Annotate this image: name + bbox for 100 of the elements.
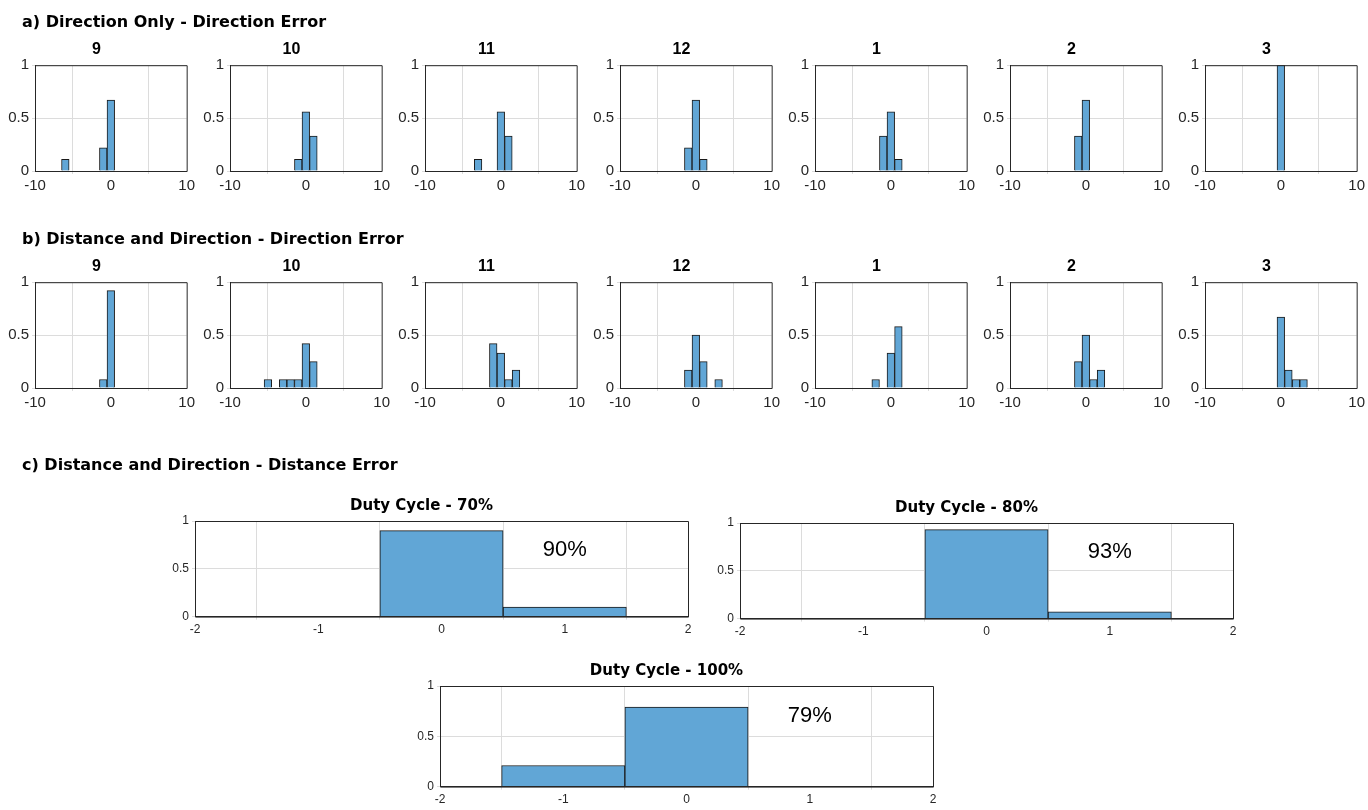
x-tick-label: -2 — [434, 792, 446, 807]
x-tick-label: 1 — [561, 622, 569, 637]
x-tick-label: 10 — [763, 176, 780, 194]
text: c) Distance and Direction - Distance Error — [22, 455, 398, 474]
x-tick-label: -2 — [734, 624, 746, 639]
x-tick-label: -10 — [219, 393, 241, 411]
x-tick-label: 0 — [106, 176, 115, 194]
y-tick-label: 0.5 — [172, 561, 190, 576]
y-tick-label: 0.5 — [593, 108, 614, 126]
chart-title: 3 — [1262, 40, 1272, 58]
y-tick-label: 1 — [410, 55, 419, 73]
x-tick-label: 2 — [1229, 624, 1237, 639]
x-tick-label: 1 — [1106, 624, 1114, 639]
chart-title: 1 — [872, 40, 882, 58]
chart-title: 10 — [282, 257, 301, 275]
y-tick-label: 0.5 — [398, 108, 419, 126]
y-tick-label: 0 — [995, 161, 1004, 179]
y-tick-label: 1 — [215, 55, 224, 73]
y-tick-label: 0 — [20, 378, 29, 396]
chart-title: 9 — [92, 40, 102, 58]
x-tick-label: 0 — [691, 176, 700, 194]
y-tick-label: 0.5 — [983, 325, 1004, 343]
x-tick-label: 10 — [568, 393, 585, 411]
y-tick-label: 0.5 — [8, 108, 29, 126]
x-tick-label: 0 — [683, 792, 691, 807]
x-tick-label: 0 — [1081, 176, 1090, 194]
x-tick-label: -10 — [1194, 393, 1216, 411]
x-tick-label: 10 — [178, 393, 195, 411]
y-tick-label: 1 — [410, 272, 419, 290]
chart-title: 9 — [92, 257, 102, 275]
x-tick-label: -10 — [999, 176, 1021, 194]
x-tick-label: -2 — [189, 622, 201, 637]
x-tick-label: 0 — [106, 393, 115, 411]
y-tick-label: 0 — [605, 161, 614, 179]
x-tick-label: -10 — [804, 176, 826, 194]
y-tick-label: 1 — [995, 272, 1004, 290]
x-tick-label: 0 — [886, 393, 895, 411]
y-tick-label: 0 — [20, 161, 29, 179]
x-tick-label: 0 — [301, 393, 310, 411]
x-tick-label: 10 — [1348, 176, 1365, 194]
x-tick-label: -10 — [609, 176, 631, 194]
annotation: 90% — [542, 535, 587, 561]
x-tick-label: 10 — [373, 393, 390, 411]
y-tick-label: 0.5 — [398, 325, 419, 343]
chart-title: Duty Cycle - 100% — [589, 660, 744, 679]
x-tick-label: 10 — [958, 176, 975, 194]
y-tick-label: 0 — [605, 378, 614, 396]
y-tick-label: 0.5 — [593, 325, 614, 343]
x-tick-label: -10 — [24, 176, 46, 194]
x-tick-label: -10 — [24, 393, 46, 411]
chart-title: 11 — [478, 257, 496, 275]
chart-title: 1 — [872, 257, 882, 275]
x-tick-label: 10 — [1348, 393, 1365, 411]
y-tick-label: 0.5 — [8, 325, 29, 343]
x-tick-label: 2 — [929, 792, 937, 807]
x-tick-label: -10 — [1194, 176, 1216, 194]
y-tick-label: 0 — [410, 161, 419, 179]
x-tick-label: 10 — [1153, 176, 1170, 194]
y-tick-label: 0 — [800, 378, 809, 396]
x-tick-label: -10 — [609, 393, 631, 411]
y-tick-label: 0 — [1190, 161, 1199, 179]
y-tick-label: 1 — [215, 272, 224, 290]
x-tick-label: -1 — [312, 622, 324, 637]
y-tick-label: 0 — [215, 378, 224, 396]
text: b) Distance and Direction - Direction Error — [22, 229, 404, 248]
chart-title: Duty Cycle - 70% — [350, 495, 493, 514]
x-tick-label: 0 — [1276, 393, 1285, 411]
x-tick-label: 10 — [1153, 393, 1170, 411]
x-tick-label: 2 — [684, 622, 692, 637]
chart-title: 10 — [282, 40, 301, 58]
y-tick-label: 0 — [215, 161, 224, 179]
chart-title: Duty Cycle - 80% — [895, 497, 1038, 516]
annotation: 79% — [787, 702, 832, 728]
chart-title: 2 — [1067, 257, 1077, 275]
y-tick-label: 1 — [800, 55, 809, 73]
x-tick-label: -10 — [414, 393, 436, 411]
x-tick-label: 0 — [301, 176, 310, 194]
y-tick-label: 0 — [1190, 378, 1199, 396]
chart-title: 2 — [1067, 40, 1077, 58]
y-tick-label: 1 — [995, 55, 1004, 73]
x-tick-label: -1 — [557, 792, 569, 807]
y-tick-label: 0.5 — [788, 108, 809, 126]
x-tick-label: -10 — [999, 393, 1021, 411]
x-tick-label: 10 — [178, 176, 195, 194]
y-tick-label: 0.5 — [788, 325, 809, 343]
x-tick-label: 0 — [1276, 176, 1285, 194]
y-tick-label: 0 — [182, 608, 190, 623]
y-tick-label: 0 — [427, 778, 435, 793]
x-tick-label: 0 — [691, 393, 700, 411]
y-tick-label: 0 — [727, 610, 735, 625]
y-tick-label: 0.5 — [417, 728, 435, 743]
y-tick-label: 0 — [995, 378, 1004, 396]
annotation: 93% — [1087, 537, 1132, 563]
y-tick-label: 1 — [1190, 55, 1199, 73]
chart-title: 3 — [1262, 257, 1272, 275]
y-tick-label: 1 — [727, 515, 735, 530]
x-tick-label: 0 — [496, 393, 505, 411]
x-tick-label: 0 — [438, 622, 446, 637]
y-tick-label: 0.5 — [203, 108, 224, 126]
x-tick-label: -1 — [857, 624, 869, 639]
